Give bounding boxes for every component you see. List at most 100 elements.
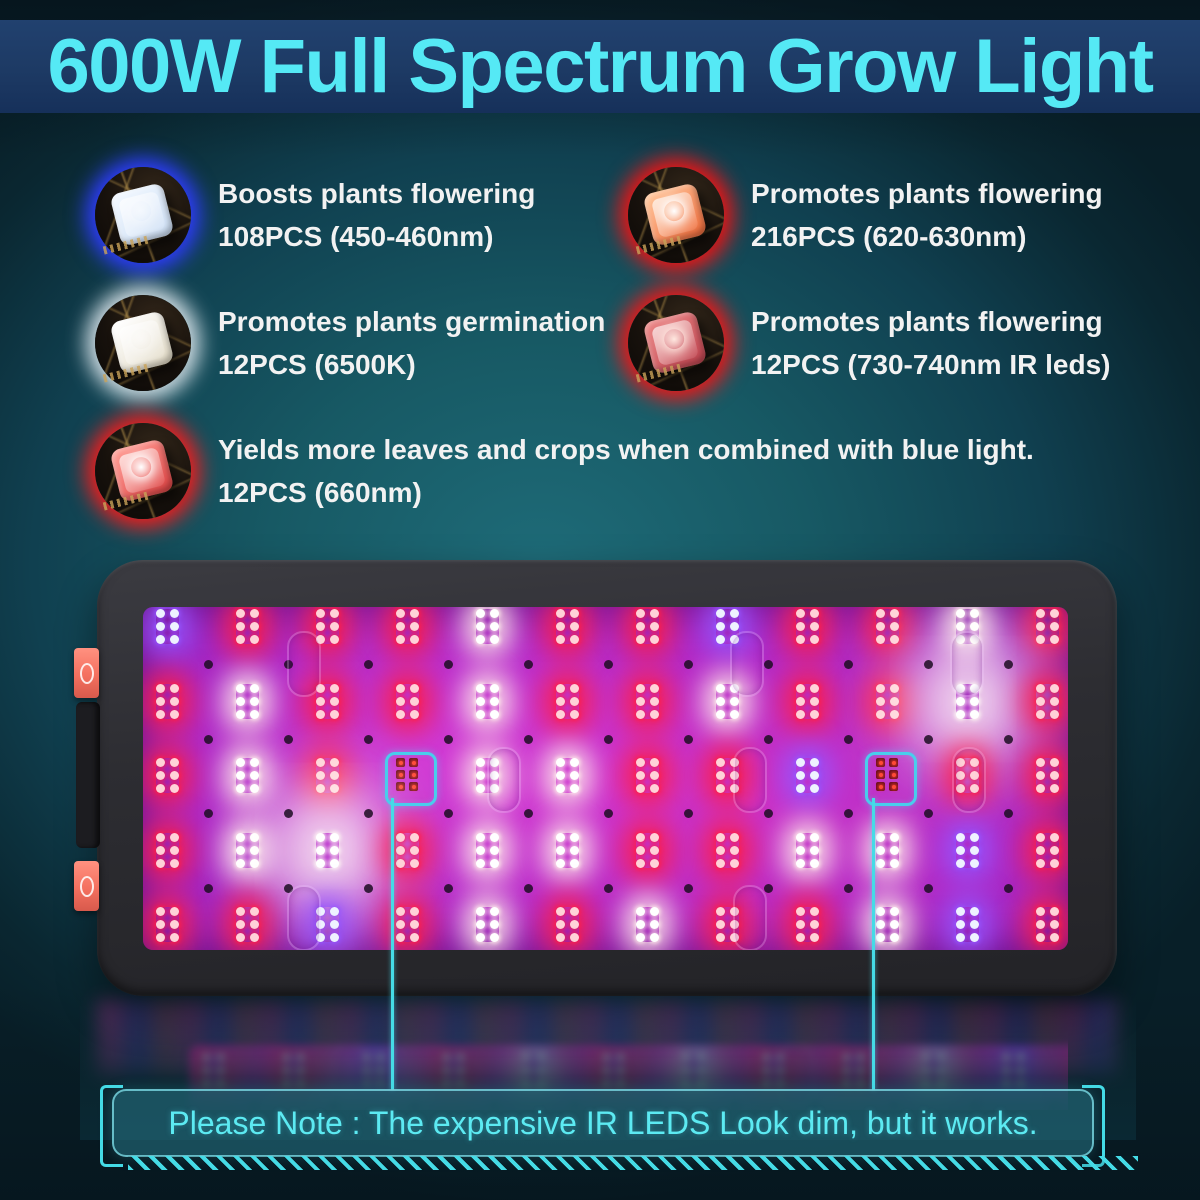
side-mount-bracket	[76, 702, 100, 848]
grow-light-panel	[97, 560, 1117, 996]
led-dot	[490, 832, 499, 842]
led-dot	[730, 832, 739, 842]
led-dot	[1050, 771, 1059, 780]
led-dot	[410, 858, 419, 868]
feature-text: Promotes plants flowering 216PCS (620-63…	[751, 172, 1200, 258]
led-dot	[316, 784, 325, 793]
led-dot	[970, 609, 979, 618]
led-dot	[876, 770, 885, 779]
led-cluster	[796, 758, 819, 793]
screw-hole	[764, 660, 773, 669]
led-dot	[236, 635, 245, 644]
led-dot	[570, 771, 579, 780]
power-switch-bottom	[74, 861, 99, 911]
led-dot	[716, 784, 725, 793]
led-dot	[156, 920, 165, 929]
screw-hole	[284, 883, 293, 893]
feature-text: Boosts plants flowering 108PCS (450-460n…	[218, 172, 1168, 258]
led-dot	[1050, 784, 1059, 793]
led-dot	[490, 784, 499, 793]
screw-hole	[604, 883, 613, 893]
red-led-chip-icon	[628, 167, 724, 263]
ir-led-chip-icon	[628, 295, 724, 391]
led-dot	[330, 832, 339, 842]
led-dot	[410, 845, 419, 855]
led-cluster	[316, 609, 339, 644]
led-cluster	[1036, 907, 1059, 942]
title-banner: 600W Full Spectrum Grow Light	[0, 20, 1200, 113]
led-dot	[250, 683, 259, 693]
led-dot	[810, 920, 819, 929]
led-dot	[1036, 758, 1045, 767]
screw-hole	[764, 809, 773, 818]
led-dot	[636, 609, 645, 618]
screw-hole	[204, 883, 213, 893]
screw-hole	[844, 660, 853, 669]
led-dot	[636, 920, 645, 929]
led-dot	[876, 920, 885, 929]
led-dot	[890, 832, 899, 842]
screw-hole	[444, 809, 453, 818]
screw-hole	[764, 883, 773, 893]
led-cluster	[476, 683, 499, 719]
led-dot	[810, 784, 819, 793]
led-array	[143, 607, 1068, 950]
led-dot	[316, 758, 325, 767]
led-dot	[1036, 709, 1045, 719]
led-cluster	[636, 758, 659, 793]
feature-text: Yields more leaves and crops when combin…	[218, 428, 1168, 514]
led-dot	[1050, 933, 1059, 942]
led-dot	[250, 907, 259, 916]
led-dot	[410, 683, 419, 693]
led-dot	[410, 907, 419, 916]
led-dot	[330, 609, 339, 618]
led-dot	[250, 635, 259, 644]
feature-line2: 216PCS (620-630nm)	[751, 221, 1027, 252]
led-dot	[556, 784, 565, 793]
led-dot	[956, 709, 965, 719]
led-dot	[330, 758, 339, 767]
led-cluster	[636, 609, 659, 644]
led-cluster	[876, 609, 899, 644]
led-dot	[330, 858, 339, 868]
led-cluster	[1036, 609, 1059, 644]
led-dot	[889, 758, 898, 767]
led-dot	[1036, 784, 1045, 793]
led-dot	[410, 696, 419, 706]
led-dot	[1050, 635, 1059, 644]
led-dot	[970, 784, 979, 793]
led-dot	[810, 622, 819, 631]
led-dot	[156, 771, 165, 780]
hanging-slot	[287, 885, 321, 950]
led-cluster	[236, 907, 259, 942]
led-dot	[889, 782, 898, 791]
screw-hole	[684, 883, 693, 893]
led-dot	[236, 622, 245, 631]
led-dot	[156, 858, 165, 868]
led-dot	[796, 622, 805, 631]
led-dot	[796, 858, 805, 868]
led-dot	[730, 609, 739, 618]
led-cluster	[156, 683, 179, 719]
page-title: 600W Full Spectrum Grow Light	[47, 24, 1154, 109]
led-dot	[650, 709, 659, 719]
led-dot	[410, 832, 419, 842]
led-dot	[810, 758, 819, 767]
led-dot	[476, 696, 485, 706]
led-dot	[556, 832, 565, 842]
led-dot	[170, 609, 179, 618]
power-switch-top	[74, 648, 99, 698]
ir-led-highlight-box-left	[385, 752, 437, 806]
led-dot	[810, 907, 819, 916]
led-dot	[236, 832, 245, 842]
led-dot	[796, 845, 805, 855]
led-dot	[650, 609, 659, 618]
led-dot	[956, 622, 965, 631]
led-cluster	[1036, 832, 1059, 868]
led-dot	[330, 771, 339, 780]
led-dot	[970, 709, 979, 719]
feature-text: Promotes plants germination 12PCS (6500K…	[218, 300, 1168, 386]
led-dot	[730, 858, 739, 868]
led-dot	[570, 832, 579, 842]
